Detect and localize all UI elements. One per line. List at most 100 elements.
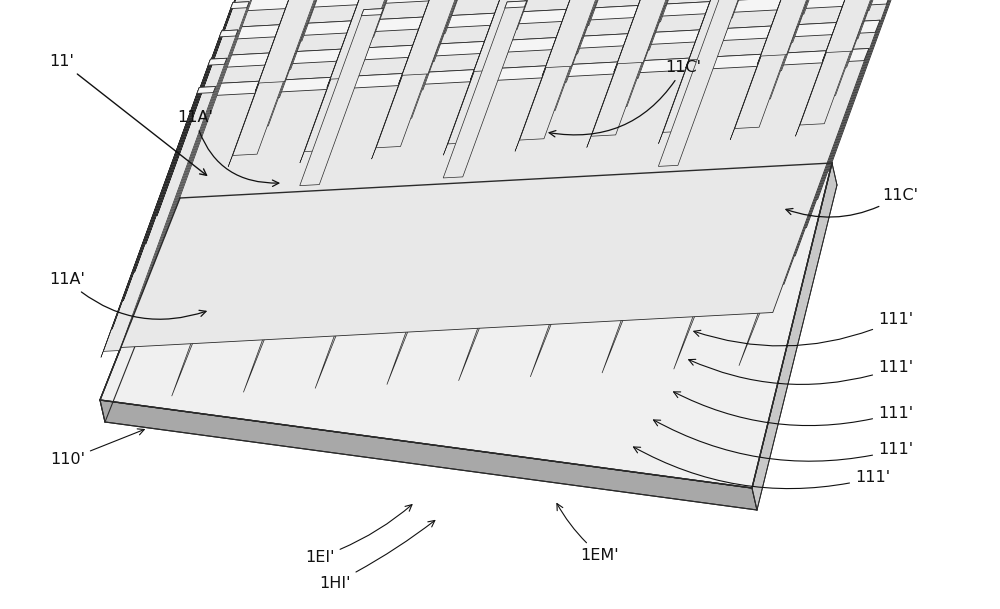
Polygon shape: [134, 2, 233, 273]
Polygon shape: [100, 198, 185, 422]
Polygon shape: [488, 0, 541, 42]
Polygon shape: [114, 58, 227, 323]
Polygon shape: [230, 2, 249, 9]
Polygon shape: [311, 0, 364, 135]
Polygon shape: [203, 18, 316, 222]
Polygon shape: [219, 30, 238, 37]
Polygon shape: [674, 0, 818, 369]
Polygon shape: [219, 18, 316, 196]
Polygon shape: [553, 0, 626, 55]
Polygon shape: [602, 0, 675, 108]
Polygon shape: [333, 0, 386, 78]
Polygon shape: [353, 0, 435, 23]
Polygon shape: [127, 55, 228, 331]
Polygon shape: [387, 7, 531, 385]
Polygon shape: [223, 20, 880, 68]
Polygon shape: [689, 0, 771, 60]
Polygon shape: [148, 0, 260, 238]
Polygon shape: [402, 0, 484, 76]
Polygon shape: [278, 0, 337, 35]
Polygon shape: [266, 0, 326, 63]
Polygon shape: [753, 0, 805, 83]
Polygon shape: [421, 0, 493, 35]
Polygon shape: [410, 0, 469, 55]
Polygon shape: [639, 0, 722, 7]
Polygon shape: [520, 7, 592, 140]
Polygon shape: [692, 0, 745, 59]
Polygon shape: [553, 0, 613, 48]
Polygon shape: [697, 0, 756, 40]
Polygon shape: [383, 0, 435, 131]
Polygon shape: [708, 0, 767, 12]
Polygon shape: [752, 163, 837, 510]
Polygon shape: [266, 0, 339, 71]
Polygon shape: [300, 19, 352, 163]
Polygon shape: [807, 0, 859, 108]
Polygon shape: [372, 16, 424, 159]
Polygon shape: [243, 14, 387, 392]
Polygon shape: [663, 0, 735, 132]
Polygon shape: [399, 0, 458, 84]
Polygon shape: [826, 0, 908, 52]
Polygon shape: [493, 0, 552, 23]
Polygon shape: [568, 0, 650, 11]
Polygon shape: [212, 49, 869, 96]
Polygon shape: [177, 0, 925, 206]
Polygon shape: [705, 0, 818, 195]
Text: 11C': 11C': [786, 188, 918, 217]
Polygon shape: [418, 7, 531, 210]
Polygon shape: [281, 0, 363, 26]
Text: 111': 111': [654, 420, 913, 461]
Polygon shape: [315, 10, 459, 389]
Polygon shape: [443, 1, 527, 178]
Polygon shape: [780, 0, 839, 8]
Polygon shape: [537, 0, 590, 95]
Polygon shape: [316, 0, 388, 124]
Polygon shape: [845, 0, 917, 12]
Polygon shape: [633, 0, 746, 199]
Polygon shape: [234, 0, 891, 39]
Text: 111': 111': [634, 447, 890, 488]
Polygon shape: [327, 0, 399, 95]
Polygon shape: [197, 86, 216, 93]
Polygon shape: [770, 0, 883, 191]
Polygon shape: [564, 0, 624, 19]
Polygon shape: [132, 20, 880, 319]
Polygon shape: [779, 0, 852, 15]
Polygon shape: [625, 0, 684, 44]
Polygon shape: [493, 0, 565, 31]
Polygon shape: [172, 0, 273, 218]
Polygon shape: [322, 0, 375, 107]
Text: 111': 111': [689, 359, 913, 384]
Polygon shape: [735, 0, 807, 128]
Polygon shape: [649, 0, 746, 173]
Polygon shape: [730, 0, 783, 140]
Polygon shape: [459, 3, 603, 381]
Polygon shape: [123, 31, 222, 301]
Polygon shape: [609, 0, 662, 91]
Polygon shape: [617, 0, 699, 64]
Polygon shape: [635, 3, 664, 16]
Polygon shape: [505, 1, 527, 8]
Polygon shape: [101, 87, 199, 357]
Polygon shape: [251, 0, 303, 110]
Polygon shape: [289, 0, 348, 7]
Polygon shape: [834, 0, 893, 33]
Polygon shape: [591, 3, 664, 136]
Polygon shape: [721, 0, 818, 169]
Polygon shape: [477, 0, 529, 71]
Polygon shape: [273, 0, 325, 54]
Polygon shape: [448, 10, 520, 144]
Polygon shape: [775, 0, 827, 27]
Polygon shape: [255, 0, 327, 99]
Polygon shape: [387, 0, 460, 119]
Polygon shape: [363, 10, 459, 188]
Polygon shape: [443, 12, 496, 155]
Polygon shape: [157, 0, 255, 216]
Polygon shape: [700, 0, 782, 32]
Polygon shape: [708, 0, 780, 19]
Polygon shape: [614, 0, 686, 80]
Polygon shape: [327, 0, 386, 88]
Polygon shape: [840, 0, 893, 23]
Polygon shape: [481, 0, 541, 52]
